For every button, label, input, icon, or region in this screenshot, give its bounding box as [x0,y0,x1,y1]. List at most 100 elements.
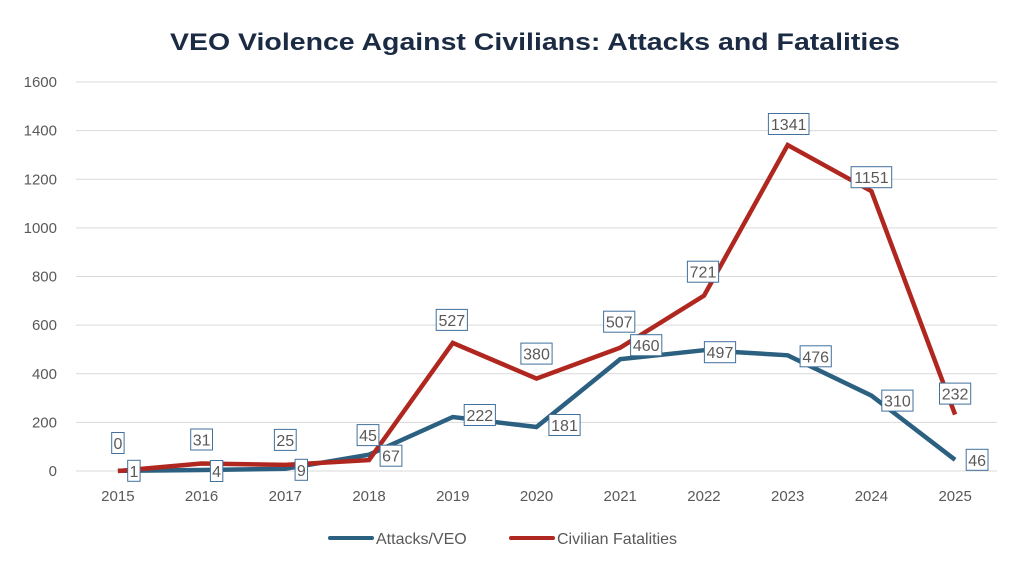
data-label-text: 460 [633,338,660,355]
y-tick-label: 1400 [24,123,57,140]
data-label: 4 [209,460,224,482]
data-label: 1151 [850,166,893,189]
data-label-box [520,342,553,365]
data-label-text: 0 [113,436,122,453]
data-label: 460 [630,334,663,357]
data-label: 67 [379,444,403,467]
legend-label-attacks-veo: Attacks/VEO [376,531,467,548]
data-label: 46 [965,448,989,471]
data-label: 181 [548,414,581,436]
data-label-box [939,382,972,405]
data-label-box [379,444,403,467]
series-line-attacks-veo [117,347,957,474]
data-label: 721 [686,260,720,283]
data-label: 0 [111,432,125,454]
data-label: 380 [520,342,553,365]
legend-label-civilian-fatalities: Civilian Fatalities [557,531,677,548]
data-label: 45 [356,424,380,447]
y-tick-label: 600 [32,317,57,334]
data-label-text: 31 [193,433,211,450]
data-label-box [111,432,125,454]
data-label-box [603,310,636,333]
y-tick-label: 400 [32,366,57,383]
x-tick-label: 2015 [101,488,134,505]
data-label-text: 181 [551,418,578,435]
data-label-text: 9 [297,463,306,480]
legend-item-attacks-veo[interactable]: Attacks/VEO [328,531,467,548]
x-tick-label: 2025 [938,488,971,505]
data-label-text: 310 [884,394,911,411]
data-label-box [881,389,914,412]
data-label: 527 [435,308,468,331]
x-tick-label: 2023 [771,488,804,505]
data-label-text: 1 [129,464,138,481]
data-label: 507 [603,310,636,333]
data-label-box [630,334,663,357]
data-label: 497 [703,341,737,364]
data-label-box [548,414,581,436]
data-label-text: 527 [438,313,465,330]
y-tick-label: 1600 [24,74,57,91]
data-label-text: 721 [690,265,717,282]
data-label-box [127,459,141,482]
y-axis-tick-labels: 0 200 400 600 800 1000 1200 1400 1600 [24,74,57,480]
data-label-text: 45 [359,428,377,445]
data-label: 232 [939,382,972,405]
data-label-text: 507 [606,315,633,332]
data-label-text: 232 [942,387,969,404]
x-tick-label: 2016 [185,488,218,505]
data-label-text: 476 [802,349,829,366]
data-label-text: 1341 [771,117,807,134]
y-tick-label: 1200 [24,171,57,188]
data-label-box [686,260,720,283]
x-tick-label: 2022 [687,488,720,505]
data-label-box [850,166,893,189]
x-axis-tick-labels: 2015 2016 2017 2018 2019 2020 2021 2022 2023 2024… [101,488,972,505]
y-tick-label: 0 [49,463,57,480]
x-tick-label: 2019 [436,488,469,505]
data-label-text: 222 [466,408,493,425]
data-label: 25 [273,428,297,451]
y-tick-label: 800 [32,269,57,286]
data-label-box [273,428,297,451]
data-label: 9 [294,458,309,481]
x-tick-label: 2021 [604,488,637,505]
legend-item-civilian-fatalities[interactable]: Civilian Fatalities [509,531,677,548]
data-label-text: 4 [212,464,221,481]
data-label-text: 497 [707,345,734,362]
data-label-text: 1151 [854,170,889,187]
data-label-box [767,113,810,135]
data-label-box [965,448,989,471]
data-label: 476 [799,345,832,368]
data-label-box [703,341,737,364]
data-label-box [356,424,380,447]
data-label-text: 67 [382,449,400,466]
x-tick-label: 2017 [269,488,302,505]
data-label: 1341 [767,113,810,135]
data-label-text: 46 [968,453,986,470]
data-label-box [209,460,224,482]
data-label-text: 25 [276,433,294,450]
data-label-text: 380 [523,347,550,364]
series-line-civilian-fatalities [117,141,958,474]
legend: Attacks/VEO Civilian Fatalities [328,531,677,548]
data-label: 1 [127,459,141,482]
gridlines [76,81,997,472]
data-label: 31 [190,428,213,451]
data-label-box [463,404,496,426]
data-label-box [799,345,832,368]
data-label-box [294,458,309,481]
data-label-box [190,428,213,451]
series-lines [117,141,958,474]
data-label: 310 [881,389,914,412]
x-tick-label: 2020 [520,488,553,505]
y-tick-label: 200 [32,414,57,431]
x-tick-label: 2024 [855,488,888,505]
x-tick-label: 2018 [352,488,385,505]
data-label: 222 [463,404,496,426]
data-label-box [435,308,468,331]
y-tick-label: 1000 [24,220,57,237]
chart-title: VEO Violence Against Civilians: Attacks … [170,29,900,56]
